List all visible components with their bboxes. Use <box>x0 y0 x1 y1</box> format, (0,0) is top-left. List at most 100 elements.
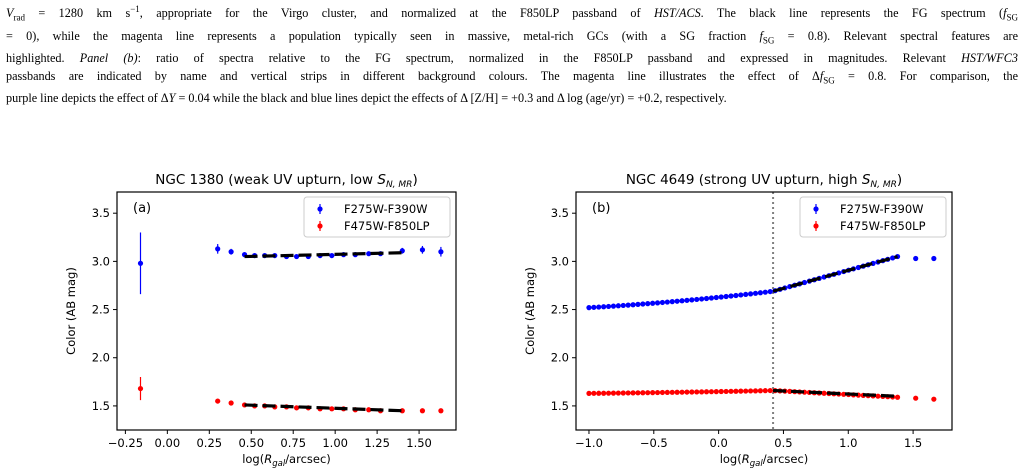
data-point <box>728 293 734 299</box>
data-point <box>137 385 144 392</box>
data-point <box>748 291 754 297</box>
data-point <box>586 390 592 396</box>
legend: F275W-F390W F475W-F850LP <box>303 196 451 238</box>
plot-frame <box>575 191 953 431</box>
data-point <box>713 294 719 301</box>
panel-a: NGC 1380 (weak UV upturn, low SN, MR) −0.… <box>64 172 457 469</box>
y-tick-label: 3.5 <box>551 206 569 220</box>
data-point <box>650 300 656 306</box>
x-tick-label: 1.25 <box>364 436 390 450</box>
data-point <box>601 390 607 396</box>
data-point <box>329 406 335 412</box>
legend-label: F275W-F390W <box>344 202 428 216</box>
data-point <box>293 253 300 260</box>
data-point <box>699 389 705 395</box>
data-point <box>215 246 221 252</box>
panel-b: NGC 4649 (strong UV upturn, high SN, MR)… <box>523 172 953 469</box>
y-tick-label: 2.0 <box>92 351 110 365</box>
data-point <box>596 304 602 310</box>
data-point <box>137 260 144 266</box>
figure-caption: Vrad = 1280 km s−1, appropriate for the … <box>6 0 1018 107</box>
data-point <box>664 299 670 305</box>
data-point <box>703 389 710 395</box>
data-point <box>718 388 724 395</box>
data-point <box>762 388 768 394</box>
data-point <box>625 302 631 308</box>
data-point <box>630 390 636 396</box>
y-axis-label: Color (AB mag) <box>523 267 537 355</box>
x-axis-label: log(Rgal/arcsec) <box>242 452 331 469</box>
data-point <box>635 301 641 307</box>
data-point <box>752 388 759 394</box>
data-point <box>689 389 695 395</box>
data-point <box>689 297 695 303</box>
legend-marker <box>317 223 323 229</box>
data-point <box>366 407 372 413</box>
data-point <box>605 303 612 310</box>
data-point <box>699 296 705 302</box>
data-point <box>752 290 759 296</box>
data-point <box>713 389 719 395</box>
data-point <box>635 390 641 396</box>
data-point <box>674 389 680 395</box>
y-tick-label: 3.0 <box>92 254 110 268</box>
data-point <box>620 390 626 396</box>
data-point <box>743 291 749 298</box>
x-tick-label: 1.50 <box>406 436 432 450</box>
plot-frame <box>116 191 457 431</box>
x-axis-label: log(Rgal/arcsec) <box>720 452 809 469</box>
data-point <box>841 391 847 397</box>
x-tick-label: 0.0 <box>709 436 727 450</box>
data-point <box>674 298 680 304</box>
data-point <box>669 299 675 305</box>
data-point <box>875 393 881 399</box>
data-point <box>645 301 651 307</box>
data-point <box>708 295 715 301</box>
data-point <box>738 388 744 394</box>
data-point <box>645 390 651 396</box>
data-point <box>654 389 661 396</box>
data-point <box>694 389 700 395</box>
legend-label: F475W-F850LP <box>344 219 430 233</box>
panel-label: (b) <box>592 201 610 216</box>
data-point <box>640 301 646 307</box>
data-point <box>650 390 656 396</box>
data-point <box>640 390 646 396</box>
data-point <box>215 398 221 404</box>
data-point <box>625 390 631 396</box>
data-point <box>366 251 372 257</box>
legend-marker <box>813 223 819 229</box>
data-point <box>748 388 754 394</box>
data-point <box>767 288 773 295</box>
y-tick-label: 2.5 <box>92 303 110 317</box>
y-tick-label: 1.5 <box>551 399 569 413</box>
data-point <box>228 249 234 255</box>
data-point <box>601 304 607 310</box>
data-point <box>615 303 621 309</box>
data-point <box>669 389 675 395</box>
data-point <box>723 388 729 395</box>
data-point <box>664 389 670 396</box>
data-point <box>733 292 739 299</box>
legend-label: F475W-F850LP <box>840 219 926 233</box>
data-point <box>931 255 937 262</box>
data-point <box>605 390 612 396</box>
data-point <box>654 300 661 306</box>
data-point <box>931 396 937 402</box>
y-axis-label: Color (AB mag) <box>64 267 78 355</box>
legend-label: F275W-F390W <box>840 202 924 216</box>
fit-line <box>244 403 403 413</box>
caption-line: purple line depicts the effect of ΔY = 0… <box>6 91 727 106</box>
x-tick-label: 0.5 <box>774 436 792 450</box>
legend-marker <box>317 206 323 212</box>
data-point <box>615 390 621 396</box>
x-tick-label: 0.25 <box>196 436 222 450</box>
data-point <box>659 299 666 306</box>
data-point <box>679 298 685 304</box>
data-point <box>821 390 827 396</box>
data-point <box>762 289 768 295</box>
data-point <box>728 388 734 394</box>
data-point <box>659 389 666 396</box>
legend: F275W-F390W F475W-F850LP <box>799 196 947 238</box>
data-point <box>743 388 749 394</box>
